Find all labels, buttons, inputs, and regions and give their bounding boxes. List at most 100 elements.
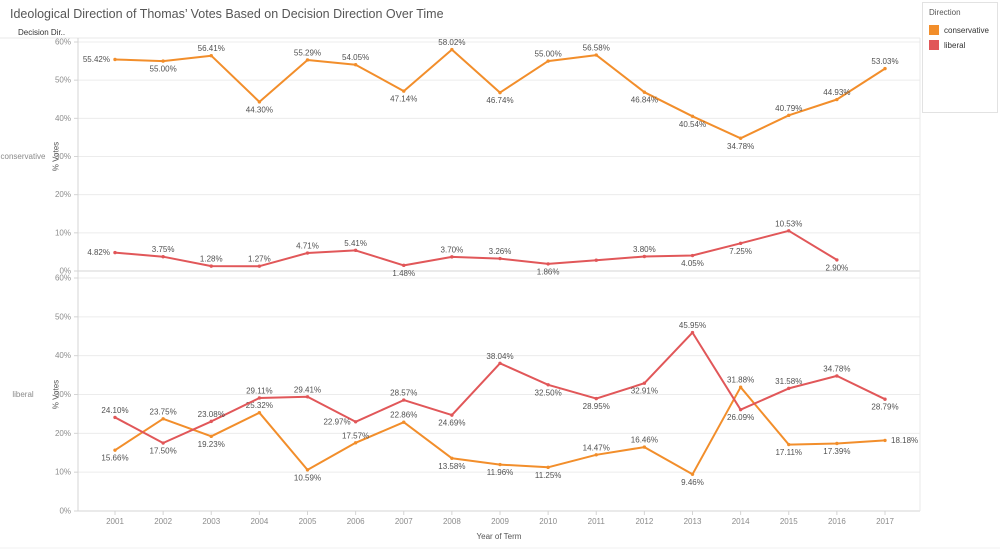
data-point[interactable]	[450, 255, 454, 259]
data-point[interactable]	[690, 253, 695, 258]
data-point[interactable]	[257, 410, 262, 415]
data-point[interactable]	[257, 396, 262, 400]
data-point[interactable]	[113, 57, 117, 62]
data-point[interactable]	[690, 114, 695, 118]
data-point[interactable]	[546, 59, 550, 63]
data-point[interactable]	[690, 330, 695, 335]
series-line-conservative-panel1[interactable]	[114, 386, 886, 476]
data-point[interactable]	[787, 386, 791, 391]
data-label: 17.57%	[342, 431, 369, 440]
data-point[interactable]	[353, 63, 358, 67]
data-point[interactable]	[546, 383, 550, 387]
x-tick-label: 2011	[588, 517, 606, 526]
data-label: 55.29%	[294, 48, 321, 57]
data-label: 56.41%	[198, 44, 225, 53]
y-tick-label: 50%	[55, 76, 71, 85]
x-tick-label: 2012	[635, 517, 653, 526]
x-tick-label: 2013	[684, 517, 702, 526]
x-tick-label: 2001	[106, 517, 124, 526]
data-point[interactable]	[257, 264, 262, 268]
data-point[interactable]	[594, 453, 598, 457]
data-point[interactable]	[305, 468, 310, 472]
data-point[interactable]	[209, 264, 213, 268]
data-point[interactable]	[594, 396, 598, 401]
data-point[interactable]	[835, 97, 839, 102]
data-point[interactable]	[787, 442, 791, 447]
data-point[interactable]	[594, 258, 598, 262]
data-label: 55.00%	[150, 65, 177, 74]
data-point[interactable]	[305, 58, 310, 62]
data-point[interactable]	[402, 263, 406, 268]
data-label: 17.50%	[150, 447, 177, 456]
data-point[interactable]	[498, 90, 502, 95]
data-label: 11.96%	[487, 468, 514, 477]
x-tick-label: 2004	[250, 517, 268, 526]
data-point[interactable]	[498, 256, 502, 261]
legend-item-liberal[interactable]: liberal	[929, 40, 991, 50]
data-point[interactable]	[883, 66, 887, 71]
data-point[interactable]	[353, 248, 358, 253]
data-label: 31.88%	[727, 376, 754, 385]
data-point[interactable]	[161, 59, 165, 63]
data-point[interactable]	[738, 241, 743, 246]
data-point[interactable]	[642, 90, 647, 94]
data-label: 24.10%	[101, 406, 128, 415]
data-point[interactable]	[498, 361, 502, 365]
data-point[interactable]	[402, 420, 406, 424]
data-point[interactable]	[642, 254, 647, 259]
data-point[interactable]	[209, 434, 213, 439]
data-point[interactable]	[161, 254, 165, 259]
data-point[interactable]	[690, 472, 695, 476]
legend-items: conservative liberal	[929, 25, 991, 50]
row-label-liberal: liberal	[12, 390, 34, 399]
data-point[interactable]	[257, 100, 262, 104]
data-point[interactable]	[835, 374, 839, 378]
data-point[interactable]	[546, 465, 550, 470]
data-point[interactable]	[305, 395, 310, 399]
data-point[interactable]	[161, 441, 165, 445]
data-point[interactable]	[835, 441, 839, 446]
data-point[interactable]	[594, 53, 598, 57]
data-point[interactable]	[450, 47, 454, 52]
data-point[interactable]	[883, 438, 887, 443]
data-label: 23.08%	[198, 410, 225, 419]
data-point[interactable]	[113, 250, 117, 255]
data-label: 40.79%	[775, 104, 802, 113]
data-label: 53.03%	[871, 57, 898, 66]
data-point[interactable]	[787, 229, 791, 233]
data-point[interactable]	[498, 462, 502, 467]
data-point[interactable]	[305, 251, 310, 255]
x-axis-title: Year of Term	[476, 532, 522, 541]
data-point[interactable]	[738, 385, 743, 389]
data-point[interactable]	[738, 407, 743, 412]
data-point[interactable]	[450, 456, 454, 460]
data-point[interactable]	[738, 136, 743, 140]
x-tick-label: 2008	[443, 517, 461, 526]
y-tick-label: 40%	[55, 351, 71, 360]
data-point[interactable]	[450, 413, 454, 417]
data-point[interactable]	[353, 441, 358, 445]
data-point[interactable]	[642, 445, 647, 449]
data-label: 9.46%	[681, 478, 704, 487]
x-tick-label: 2017	[876, 517, 894, 526]
data-point[interactable]	[113, 448, 117, 452]
data-point[interactable]	[402, 398, 406, 402]
data-point[interactable]	[209, 419, 213, 424]
series-line-liberal-panel0[interactable]	[114, 229, 838, 268]
data-label: 4.71%	[296, 242, 319, 251]
data-point[interactable]	[402, 89, 406, 93]
legend-item-conservative[interactable]: conservative	[929, 25, 991, 35]
y-tick-label: 40%	[55, 114, 71, 123]
data-point[interactable]	[787, 113, 791, 118]
data-point[interactable]	[546, 262, 550, 266]
data-point[interactable]	[113, 415, 117, 420]
data-point[interactable]	[642, 381, 647, 385]
data-point[interactable]	[161, 417, 165, 421]
x-tick-label: 2005	[299, 517, 317, 526]
data-point[interactable]	[353, 420, 358, 424]
data-point[interactable]	[209, 54, 213, 58]
data-point[interactable]	[835, 258, 839, 262]
data-label: 14.47%	[583, 443, 610, 452]
data-point[interactable]	[883, 397, 887, 401]
